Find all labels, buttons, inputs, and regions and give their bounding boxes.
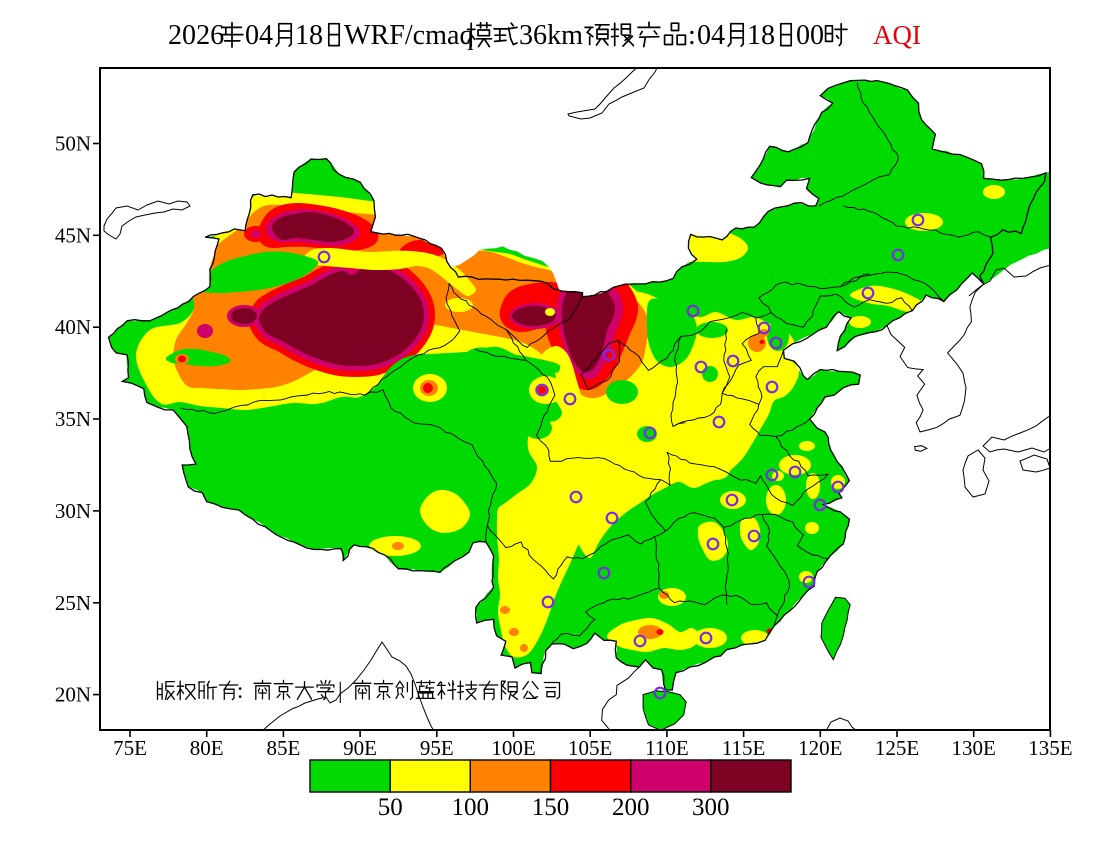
svg-text:105E: 105E: [568, 736, 612, 760]
svg-text:125E: 125E: [875, 736, 919, 760]
svg-text:18: 18: [295, 20, 323, 51]
svg-text:300: 300: [692, 794, 730, 821]
svg-text:50N: 50N: [55, 132, 91, 156]
svg-text:110E: 110E: [645, 736, 689, 760]
svg-text:35N: 35N: [55, 407, 91, 431]
svg-text:50: 50: [378, 794, 403, 821]
svg-text:75E: 75E: [113, 736, 147, 760]
svg-text:95E: 95E: [420, 736, 454, 760]
svg-text:20N: 20N: [55, 683, 91, 707]
svg-text:18: 18: [747, 20, 775, 51]
svg-text:135E: 135E: [1028, 736, 1072, 760]
svg-text:04: 04: [245, 20, 273, 51]
svg-text:45N: 45N: [55, 223, 91, 247]
svg-text:90E: 90E: [343, 736, 377, 760]
svg-text:115E: 115E: [722, 736, 766, 760]
svg-text:|: |: [338, 678, 343, 703]
svg-text:AQI: AQI: [873, 20, 921, 50]
svg-text:36km: 36km: [519, 20, 583, 51]
svg-text:130E: 130E: [952, 736, 996, 760]
svg-text:WRF/cmaq: WRF/cmaq: [344, 20, 474, 51]
svg-text:40N: 40N: [55, 315, 91, 339]
svg-text:85E: 85E: [266, 736, 300, 760]
svg-text:120E: 120E: [798, 736, 842, 760]
svg-text:100: 100: [452, 794, 490, 821]
svg-text:25N: 25N: [55, 591, 91, 615]
svg-text:04: 04: [697, 20, 725, 51]
svg-text::: :: [688, 20, 696, 51]
svg-text::: :: [237, 678, 243, 703]
svg-text:30N: 30N: [55, 499, 91, 523]
svg-text:80E: 80E: [190, 736, 224, 760]
svg-text:2026: 2026: [168, 20, 224, 51]
svg-text:00: 00: [796, 20, 824, 51]
svg-text:100E: 100E: [491, 736, 535, 760]
svg-text:150: 150: [532, 794, 570, 821]
svg-text:200: 200: [612, 794, 650, 821]
